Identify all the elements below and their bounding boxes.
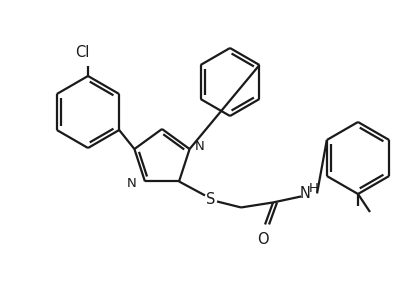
Text: N: N xyxy=(127,177,137,190)
Text: H: H xyxy=(309,182,319,195)
Text: S: S xyxy=(206,192,216,207)
Text: Cl: Cl xyxy=(75,45,89,60)
Text: O: O xyxy=(257,232,269,247)
Text: N: N xyxy=(195,140,204,153)
Text: N: N xyxy=(300,186,311,201)
